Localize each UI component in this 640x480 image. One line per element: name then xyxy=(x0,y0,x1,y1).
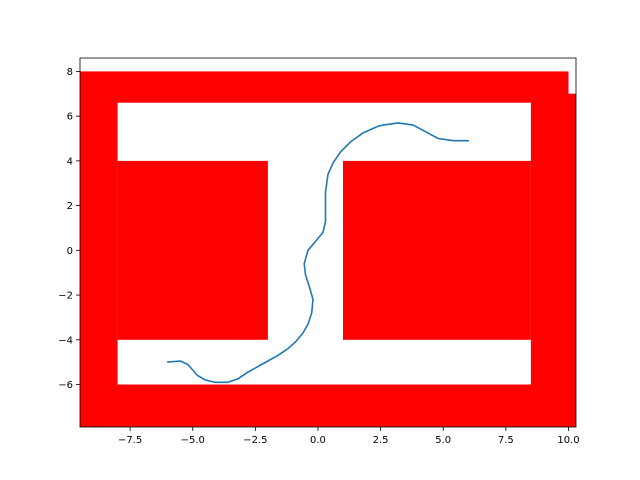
x-tick-label: −7.5 xyxy=(118,435,142,446)
axes-frame xyxy=(79,57,577,428)
y-tick-label: −6 xyxy=(58,380,73,391)
obstacle-6 xyxy=(568,93,576,117)
obstacle-5 xyxy=(343,160,531,340)
obstacle-2 xyxy=(80,384,576,427)
x-tick-label: 5.0 xyxy=(435,435,451,446)
x-tick-label: 0.0 xyxy=(310,435,326,446)
y-tick-label: 6 xyxy=(67,112,73,123)
x-tick-label: −2.5 xyxy=(243,435,267,446)
x-tick-label: 2.5 xyxy=(373,435,389,446)
y-tick-label: −2 xyxy=(58,291,73,302)
y-tick-label: 8 xyxy=(67,67,73,78)
obstacle-layer xyxy=(80,71,576,428)
obstacle-3 xyxy=(530,93,576,428)
series-layer xyxy=(166,122,470,384)
obstacle-0 xyxy=(80,98,118,428)
x-tick-label: 7.5 xyxy=(498,435,514,446)
x-tick-label: 10.0 xyxy=(557,435,579,446)
y-tick-label: −4 xyxy=(58,335,73,346)
y-tick-label: 4 xyxy=(67,156,73,167)
y-tick-label: 2 xyxy=(67,201,73,212)
x-axis: −7.5 −5.0 −2.5 0.0 2.5 5.0 7.5 10.0 xyxy=(118,427,580,446)
trajectory-line xyxy=(166,122,470,384)
x-tick-label: −5.0 xyxy=(181,435,205,446)
obstacle-4 xyxy=(117,160,268,340)
y-axis: −6 −4 −2 0 2 4 6 8 xyxy=(58,67,80,391)
y-tick-label: 0 xyxy=(67,246,73,257)
obstacle-1 xyxy=(80,71,569,103)
